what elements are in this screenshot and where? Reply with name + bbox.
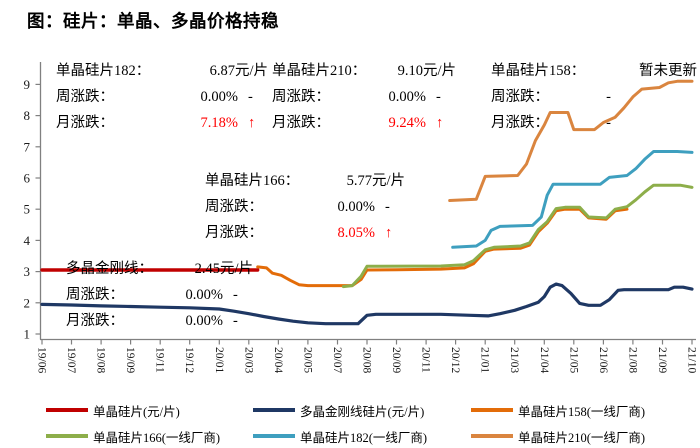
chart-title: 图：硅片：单晶、多晶价格持稳 bbox=[27, 11, 279, 31]
legend-label: 单晶硅片158(一线厂商) bbox=[518, 404, 646, 419]
legend-item-210: 单晶硅片210(一线厂商) bbox=[471, 427, 696, 446]
legend-label: 单晶硅片210(一线厂商) bbox=[518, 430, 646, 445]
svg-text:21/04: 21/04 bbox=[538, 347, 550, 373]
month-change-direction: - bbox=[233, 313, 238, 329]
week-change-label: 周涨跌： bbox=[66, 287, 124, 303]
legend-item-poly-diamond-wire: 多晶金刚线硅片(元/片) bbox=[253, 401, 471, 420]
up-arrow-icon: ↑ bbox=[436, 115, 444, 131]
legend-swatch-green bbox=[46, 434, 88, 438]
annotation-wafer-166: 单晶硅片166： 5.77元/片 周涨跌： 0.00% - 月涨跌： 8.05%… bbox=[205, 168, 405, 246]
svg-text:20/12: 20/12 bbox=[449, 347, 461, 373]
legend-label: 单晶硅片182(一线厂商) bbox=[300, 430, 428, 445]
svg-text:20/04: 20/04 bbox=[272, 347, 284, 373]
legend-item-mono-wafer: 单晶硅片(元/片) bbox=[46, 401, 253, 420]
legend-swatch-orange bbox=[471, 408, 513, 412]
svg-text:20/11: 20/11 bbox=[420, 347, 432, 373]
up-arrow-icon: ↑ bbox=[248, 115, 256, 131]
series-label: 单晶硅片158： bbox=[491, 63, 586, 79]
week-change-value: 0.00% bbox=[200, 89, 238, 105]
annotation-poly-wafer: 多晶金刚线： 2.45元/片 周涨跌： 0.00% - 月涨跌： 0.00% - bbox=[66, 256, 253, 334]
month-change-value: - bbox=[606, 115, 611, 131]
month-change-value: 7.18% bbox=[200, 115, 238, 131]
svg-text:5: 5 bbox=[24, 202, 31, 217]
week-change-direction: - bbox=[233, 287, 238, 303]
legend-label: 多晶金刚线硅片(元/片) bbox=[300, 404, 425, 419]
series-label: 单晶硅片166： bbox=[205, 173, 300, 189]
svg-text:20/05: 20/05 bbox=[301, 347, 313, 373]
svg-text:21/03: 21/03 bbox=[508, 347, 520, 373]
legend-item-158: 单晶硅片158(一线厂商) bbox=[471, 401, 696, 420]
svg-text:19/07: 19/07 bbox=[65, 347, 77, 373]
series-label: 多晶金刚线： bbox=[66, 261, 153, 277]
svg-text:21/10: 21/10 bbox=[686, 347, 698, 373]
month-change-label: 月涨跌： bbox=[205, 225, 263, 241]
annotation-wafer-182: 单晶硅片182： 6.87元/片 周涨跌： 0.00% - 月涨跌： 7.18%… bbox=[56, 58, 268, 136]
legend-label: 单晶硅片(元/片) bbox=[93, 404, 180, 419]
series-status: 暂未更新 bbox=[639, 63, 697, 79]
month-change-value: 0.00% bbox=[185, 313, 223, 329]
svg-text:19/12: 19/12 bbox=[183, 347, 195, 373]
series-price: 5.77元/片 bbox=[346, 173, 405, 189]
up-arrow-icon: ↑ bbox=[385, 225, 393, 241]
week-change-direction: - bbox=[248, 89, 253, 105]
week-change-value: 0.00% bbox=[337, 199, 375, 215]
week-change-value: 0.00% bbox=[185, 287, 223, 303]
svg-text:20/07: 20/07 bbox=[331, 347, 343, 373]
annotation-wafer-210: 单晶硅片210： 9.10元/片 周涨跌： 0.00% - 月涨跌： 9.24%… bbox=[272, 58, 456, 136]
svg-text:3: 3 bbox=[24, 264, 31, 279]
series-price: 9.10元/片 bbox=[397, 63, 456, 79]
week-change-label: 周涨跌： bbox=[272, 89, 330, 105]
week-change-value: 0.00% bbox=[388, 89, 426, 105]
svg-text:21/01: 21/01 bbox=[479, 347, 491, 373]
svg-text:8: 8 bbox=[24, 108, 31, 123]
svg-text:19/06: 19/06 bbox=[36, 347, 48, 373]
series-label: 单晶硅片210： bbox=[272, 63, 367, 79]
svg-text:21/05: 21/05 bbox=[567, 347, 579, 373]
series-label: 单晶硅片182： bbox=[56, 63, 151, 79]
month-change-label: 月涨跌： bbox=[56, 115, 114, 131]
month-change-value: 9.24% bbox=[388, 115, 426, 131]
series-price: 2.45元/片 bbox=[194, 261, 253, 277]
legend-label: 单晶硅片166(一线厂商) bbox=[93, 430, 221, 445]
month-change-label: 月涨跌： bbox=[66, 313, 124, 329]
legend-item-182: 单晶硅片182(一线厂商) bbox=[253, 427, 471, 446]
series-price: 6.87元/片 bbox=[209, 63, 268, 79]
svg-text:19/09: 19/09 bbox=[124, 347, 136, 373]
svg-text:2: 2 bbox=[24, 295, 31, 310]
week-change-label: 周涨跌： bbox=[491, 89, 549, 105]
annotation-wafer-158: 单晶硅片158： 暂未更新 周涨跌： - 月涨跌： - bbox=[491, 58, 697, 136]
legend-item-166: 单晶硅片166(一线厂商) bbox=[46, 427, 253, 446]
svg-text:9: 9 bbox=[24, 77, 31, 92]
month-change-label: 月涨跌： bbox=[272, 115, 330, 131]
svg-text:1: 1 bbox=[24, 327, 31, 342]
month-change-value: 8.05% bbox=[337, 225, 375, 241]
svg-text:20/09: 20/09 bbox=[390, 347, 402, 373]
svg-text:7: 7 bbox=[24, 139, 31, 154]
week-change-label: 周涨跌： bbox=[56, 89, 114, 105]
week-change-label: 周涨跌： bbox=[205, 199, 263, 215]
svg-text:21/09: 21/09 bbox=[656, 347, 668, 373]
legend-swatch-navy bbox=[253, 408, 295, 412]
week-change-direction: - bbox=[385, 199, 390, 215]
svg-text:20/01: 20/01 bbox=[213, 347, 225, 373]
svg-text:20/08: 20/08 bbox=[361, 347, 373, 373]
svg-text:21/06: 21/06 bbox=[597, 347, 609, 373]
legend: 单晶硅片(元/片) 多晶金刚线硅片(元/片) 单晶硅片158(一线厂商) 单晶硅… bbox=[46, 397, 696, 448]
svg-text:20/03: 20/03 bbox=[242, 347, 254, 373]
svg-text:19/11: 19/11 bbox=[154, 347, 166, 373]
svg-text:4: 4 bbox=[24, 233, 31, 248]
legend-swatch-teal bbox=[253, 434, 295, 438]
svg-text:19/08: 19/08 bbox=[95, 347, 107, 373]
svg-text:21/08: 21/08 bbox=[626, 347, 638, 373]
week-change-value: - bbox=[606, 89, 611, 105]
week-change-direction: - bbox=[436, 89, 441, 105]
legend-swatch-light-orange bbox=[471, 434, 513, 438]
legend-swatch-red bbox=[46, 408, 88, 412]
svg-text:6: 6 bbox=[24, 171, 31, 186]
month-change-label: 月涨跌： bbox=[491, 115, 549, 131]
